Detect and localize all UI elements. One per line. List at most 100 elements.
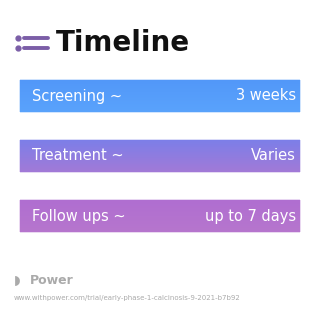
Bar xyxy=(10,227,310,228)
Bar xyxy=(10,131,310,132)
Bar xyxy=(10,213,310,214)
Bar xyxy=(10,152,310,153)
Bar xyxy=(10,106,310,107)
Bar xyxy=(10,81,310,82)
Bar xyxy=(10,155,310,156)
Bar xyxy=(10,136,310,137)
Bar xyxy=(10,83,310,84)
Bar xyxy=(10,116,310,117)
Bar xyxy=(10,222,310,223)
Bar xyxy=(10,159,310,160)
Bar xyxy=(10,205,310,206)
Bar xyxy=(10,176,310,177)
Bar xyxy=(10,130,310,131)
Bar xyxy=(10,226,310,227)
Bar xyxy=(10,94,310,95)
Bar xyxy=(10,147,310,148)
Bar xyxy=(10,230,310,231)
Bar xyxy=(10,240,310,241)
Bar xyxy=(10,176,310,177)
Bar xyxy=(10,103,310,104)
Text: www.withpower.com/trial/early-phase-1-calcinosis-9-2021-b7b92: www.withpower.com/trial/early-phase-1-ca… xyxy=(14,295,241,301)
Bar xyxy=(10,179,310,180)
Bar xyxy=(10,118,310,119)
Bar xyxy=(10,85,310,86)
Bar xyxy=(10,149,310,150)
Bar xyxy=(10,145,310,146)
Bar xyxy=(10,140,310,141)
Bar xyxy=(10,89,310,90)
Bar xyxy=(10,78,310,79)
Bar xyxy=(10,162,310,163)
Bar xyxy=(10,178,310,179)
Bar xyxy=(10,216,310,217)
Bar xyxy=(10,239,310,240)
Bar xyxy=(10,228,310,229)
Bar xyxy=(10,130,310,131)
Bar xyxy=(10,101,310,102)
Bar xyxy=(10,75,310,76)
Bar xyxy=(10,81,310,82)
Bar xyxy=(10,87,310,88)
Bar xyxy=(10,93,310,94)
Bar xyxy=(10,74,310,75)
Bar xyxy=(10,178,310,179)
Bar xyxy=(10,157,310,158)
Bar xyxy=(10,224,310,225)
Bar xyxy=(10,160,310,161)
Bar xyxy=(10,109,310,110)
Bar xyxy=(10,85,310,86)
Bar xyxy=(10,156,310,157)
Bar xyxy=(10,143,310,144)
Bar xyxy=(10,99,310,100)
Bar xyxy=(10,193,310,194)
Bar xyxy=(10,166,310,167)
Text: ◗: ◗ xyxy=(14,273,20,286)
Bar xyxy=(10,99,310,100)
Bar xyxy=(10,117,310,118)
Bar xyxy=(10,210,310,211)
Bar xyxy=(10,172,310,173)
Bar xyxy=(10,113,310,114)
Bar xyxy=(10,221,310,222)
Bar xyxy=(10,74,310,75)
Bar xyxy=(10,215,310,216)
Bar xyxy=(10,211,310,212)
Bar xyxy=(10,140,310,141)
Bar xyxy=(10,196,310,197)
Bar xyxy=(10,176,310,177)
Bar xyxy=(10,236,310,237)
Bar xyxy=(10,169,310,170)
Bar xyxy=(10,118,310,119)
Bar xyxy=(10,207,310,208)
Bar xyxy=(10,151,310,152)
Bar xyxy=(10,197,310,198)
Bar xyxy=(10,217,310,218)
Bar xyxy=(10,177,310,178)
Bar xyxy=(10,207,310,208)
Bar xyxy=(10,233,310,234)
Bar xyxy=(10,96,310,97)
Bar xyxy=(10,70,310,71)
Bar xyxy=(10,226,310,227)
Bar xyxy=(10,217,310,218)
Bar xyxy=(10,94,310,95)
Bar xyxy=(10,222,310,223)
Text: Screening ~: Screening ~ xyxy=(32,89,122,104)
Bar xyxy=(10,219,310,220)
Bar xyxy=(10,241,310,242)
Bar xyxy=(10,167,310,168)
Bar xyxy=(10,203,310,204)
Bar xyxy=(10,153,310,154)
Bar xyxy=(10,168,310,169)
Bar xyxy=(10,138,310,139)
Bar xyxy=(10,134,310,135)
Bar xyxy=(10,109,310,110)
Bar xyxy=(10,133,310,134)
Bar xyxy=(10,207,310,208)
Bar xyxy=(10,160,310,161)
Bar xyxy=(10,108,310,109)
Bar xyxy=(10,200,310,201)
Bar xyxy=(10,199,310,200)
Bar xyxy=(10,150,310,151)
